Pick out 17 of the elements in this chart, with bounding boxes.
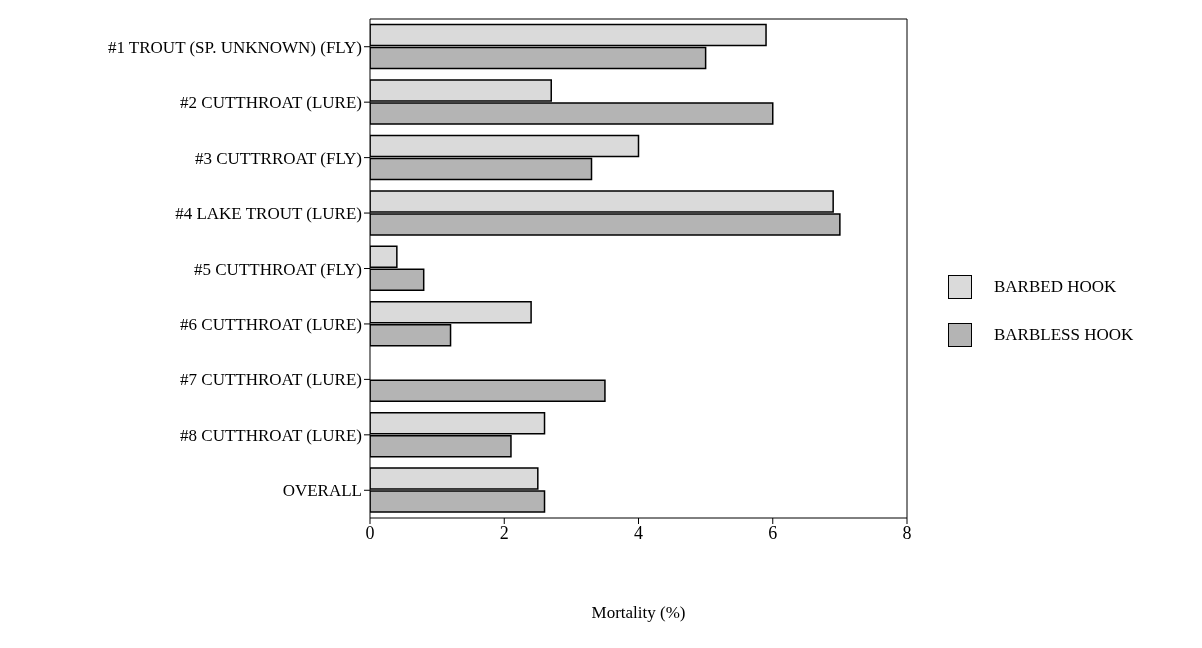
y-tick-label: #1 TROUT (SP. UNKNOWN) (FLY) (107, 37, 362, 57)
y-tick-label: #6 CUTTHROAT (LURE) (180, 314, 362, 334)
x-tick-label: 6 (768, 522, 778, 543)
y-tick-label: #7 CUTTHROAT (LURE) (180, 370, 362, 390)
x-tick-label: 2 (499, 522, 509, 543)
y-tick-label: #8 CUTTHROAT (LURE) (180, 425, 362, 445)
legend-label: BARBED HOOK (994, 277, 1117, 297)
legend-label: BARBLESS HOOK (994, 325, 1134, 345)
y-tick-label: #2 CUTTHROAT (LURE) (180, 93, 362, 113)
y-tick-label: #5 CUTTHROAT (FLY) (194, 259, 362, 279)
x-tick-label: 0 (365, 522, 375, 543)
x-tick-label: 4 (634, 522, 643, 543)
x-axis-title: Mortality (%) (591, 603, 686, 622)
y-tick-label: #4 LAKE TROUT (LURE) (175, 204, 362, 224)
x-tick-label: 8 (902, 522, 912, 543)
y-tick-label: #3 CUTTRROAT (FLY) (194, 148, 362, 168)
y-tick-label: OVERALL (282, 481, 362, 501)
